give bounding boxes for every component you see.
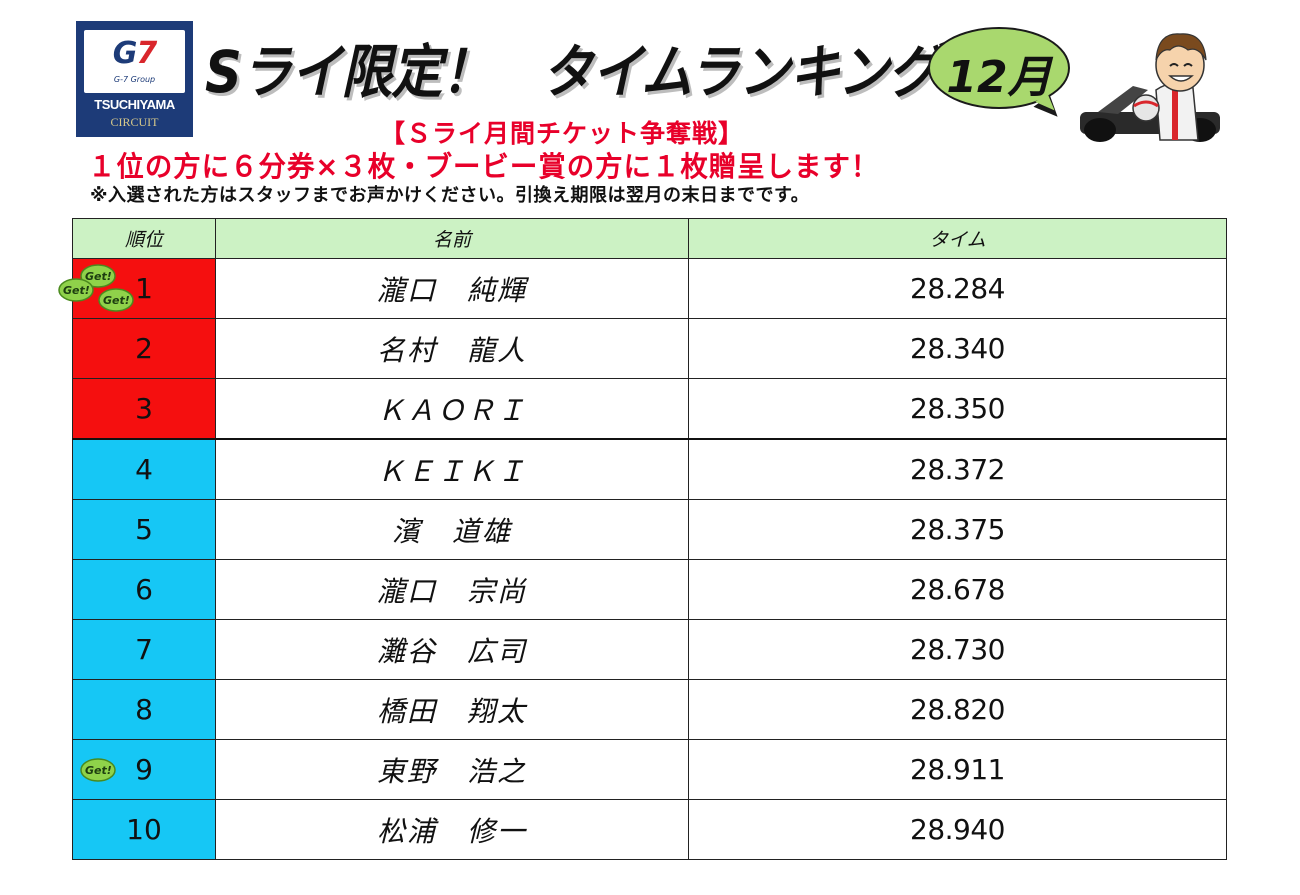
name-cell: 松浦 修一: [215, 799, 689, 860]
time-cell: 28.340: [688, 318, 1227, 379]
get-badge-icon: Get!: [80, 264, 116, 288]
table-row: 5 濱 道雄 28.375: [72, 499, 1227, 560]
logo-g7-mark: G7: [112, 36, 157, 71]
header-name: 名前: [215, 218, 689, 259]
logo-tsuchiyama-text: TSUCHIYAMA: [94, 97, 175, 112]
rank-number: 9: [135, 753, 153, 786]
table-row: 7 灘谷 広司 28.730: [72, 619, 1227, 680]
notice-text: ※入選された方はスタッフまでお声かけください。引換え期限は翌月の末日までです。: [90, 185, 810, 206]
g7-logo: G7 G-7 Group TSUCHIYAMA CIRCUIT: [76, 21, 193, 137]
rank-cell: 4: [72, 438, 216, 500]
table-row: 10 松浦 修一 28.940: [72, 799, 1227, 860]
table-row: 4 ＫＥＩＫＩ 28.372: [72, 438, 1227, 500]
svg-text:Get!: Get!: [85, 270, 112, 283]
name-cell: 東野 浩之: [215, 739, 689, 800]
svg-text:Get!: Get!: [63, 284, 90, 297]
table-row: 3 ＫＡＯＲＩ 28.350: [72, 378, 1227, 440]
rank-cell: 7: [72, 619, 216, 680]
rank-cell: Get! Get! Get! 1: [58, 258, 216, 319]
time-cell: 28.911: [688, 739, 1227, 800]
month-speech-bubble: 12月: [928, 27, 1070, 125]
get-badge-icon: Get!: [98, 288, 134, 312]
time-cell: 28.730: [688, 619, 1227, 680]
header-time: タイム: [688, 218, 1227, 259]
logo-circuit-text: CIRCUIT: [110, 115, 159, 129]
time-cell: 28.820: [688, 679, 1227, 740]
time-cell: 28.284: [688, 258, 1227, 319]
month-label: 12月: [946, 52, 1052, 103]
get-badge-icon: Get!: [58, 278, 94, 302]
name-cell: ＫＥＩＫＩ: [215, 438, 689, 500]
name-cell: 名村 龍人: [215, 318, 689, 379]
table-row: 8 橋田 翔太 28.820: [72, 679, 1227, 740]
table-row: Get! 9 東野 浩之 28.911: [72, 739, 1227, 800]
time-cell: 28.375: [688, 499, 1227, 560]
rank-number: 1: [135, 272, 153, 305]
subtitle-campaign: 【Ｓライ月間チケット争奪戦】: [380, 119, 745, 148]
time-cell: 28.678: [688, 559, 1227, 620]
logo-group-text: G-7 Group: [113, 75, 156, 84]
rank-cell: 8: [72, 679, 216, 740]
prize-description: １位の方に６分券×３枚・ブービー賞の方に１枚贈呈します！: [88, 150, 880, 183]
table-row: Get! Get! Get! 1 瀧口 純輝 28.284: [58, 258, 1227, 319]
ranking-table: 順位 名前 タイム Get! Get! Get! 1 瀧口 純輝 28.284 …: [58, 218, 1227, 860]
name-cell: ＫＡＯＲＩ: [215, 378, 689, 440]
table-row: 6 瀧口 宗尚 28.678: [72, 559, 1227, 620]
name-cell: 瀧口 宗尚: [215, 559, 689, 620]
page-title: Sライ限定！ タイムランキング: [205, 38, 939, 106]
rank-cell: Get! 9: [72, 739, 216, 800]
svg-text:Get!: Get!: [103, 294, 130, 307]
rank-cell: 5: [72, 499, 216, 560]
name-cell: 瀧口 純輝: [215, 258, 689, 319]
logo-card: G7 G-7 Group: [84, 30, 185, 93]
time-cell: 28.372: [688, 438, 1227, 500]
header-rank: 順位: [72, 218, 216, 259]
kart-driver-mascot-icon: [1080, 33, 1220, 142]
table-header-row: 順位 名前 タイム: [72, 218, 1227, 259]
time-cell: 28.940: [688, 799, 1227, 860]
time-cell: 28.350: [688, 378, 1227, 440]
rank-cell: 2: [72, 318, 216, 379]
name-cell: 濱 道雄: [215, 499, 689, 560]
rank-cell: 10: [72, 799, 216, 860]
rank-cell: 3: [72, 378, 216, 440]
rank-cell: 6: [72, 559, 216, 620]
svg-text:Get!: Get!: [85, 764, 112, 777]
name-cell: 灘谷 広司: [215, 619, 689, 680]
name-cell: 橋田 翔太: [215, 679, 689, 740]
table-row: 2 名村 龍人 28.340: [72, 318, 1227, 379]
get-badge-icon: Get!: [80, 758, 116, 782]
